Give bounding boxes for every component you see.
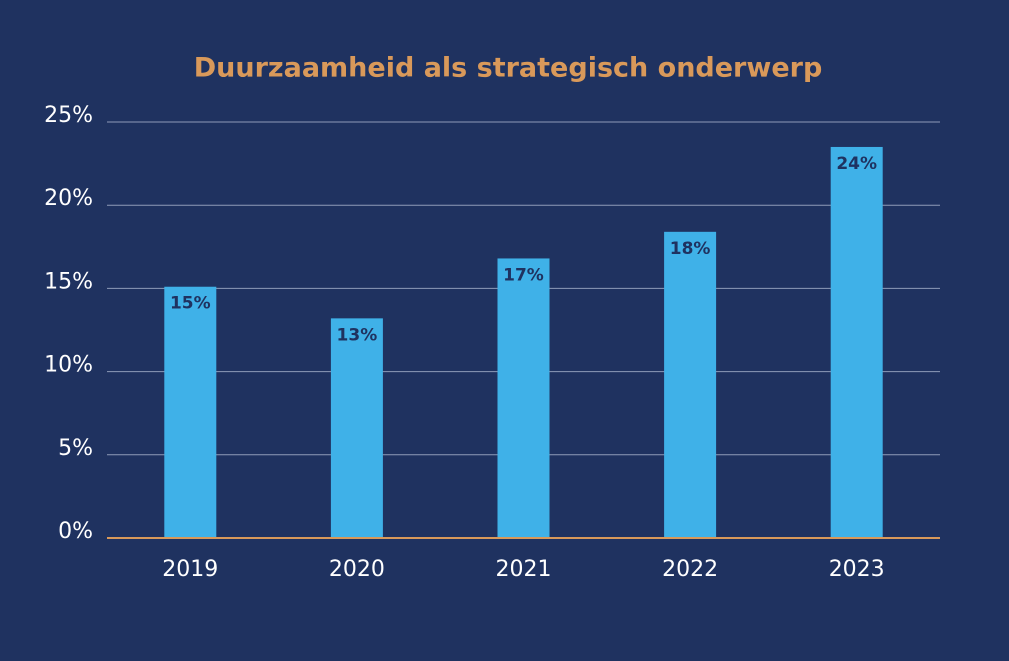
y-tick-label: 0% xyxy=(58,519,93,544)
y-tick-label: 15% xyxy=(44,269,93,294)
y-tick-label: 5% xyxy=(58,436,93,461)
x-tick-label: 2022 xyxy=(662,557,718,582)
data-label: 18% xyxy=(670,239,711,259)
bar xyxy=(497,258,550,538)
x-tick-label: 2023 xyxy=(829,557,885,582)
y-tick-label: 20% xyxy=(44,186,93,211)
chart-title: Duurzaamheid als strategisch onderwerp xyxy=(194,53,823,84)
y-tick-label: 10% xyxy=(44,353,93,378)
bar xyxy=(830,146,883,538)
data-label: 15% xyxy=(170,294,211,314)
y-tick-label: 25% xyxy=(44,103,93,128)
bar xyxy=(664,231,717,538)
x-tick-label: 2019 xyxy=(162,557,218,582)
data-label: 13% xyxy=(337,325,378,345)
data-label: 24% xyxy=(836,154,877,174)
x-tick-label: 2020 xyxy=(329,557,385,582)
x-tick-label: 2021 xyxy=(496,557,552,582)
bar xyxy=(164,286,217,538)
bar xyxy=(330,318,383,538)
data-label: 17% xyxy=(503,265,544,285)
